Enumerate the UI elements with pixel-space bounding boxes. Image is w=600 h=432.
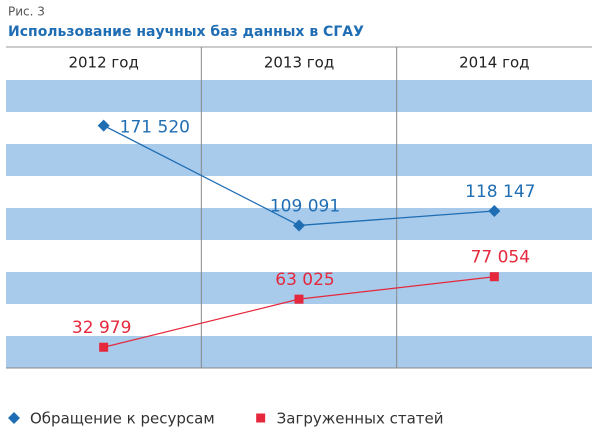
data-label: 63 025 (275, 270, 334, 290)
data-label: 171 520 (120, 118, 190, 138)
data-label: 118 147 (465, 182, 535, 202)
data-point (97, 119, 110, 132)
data-label: 77 054 (471, 248, 530, 268)
legend-marker (8, 412, 20, 424)
data-point (489, 272, 499, 282)
x-tick-label: 2012 год (68, 54, 138, 72)
grid-band (6, 144, 592, 176)
x-tick-label: 2014 год (459, 54, 529, 72)
legend-label: Обращение к ресурсам (30, 410, 215, 428)
x-tick-label: 2013 год (264, 54, 334, 72)
data-point (293, 219, 305, 232)
data-label: 32 979 (72, 318, 131, 338)
figure-label: Рис. 3 (8, 5, 45, 19)
data-point (294, 294, 304, 304)
legend-marker (256, 413, 266, 423)
data-point (488, 204, 501, 217)
data-point (99, 342, 109, 352)
chart-title: Использование научных баз данных в СГАУ (8, 24, 364, 40)
legend-label: Загруженных статей (277, 410, 444, 428)
grid-band (6, 336, 592, 368)
grid-band (6, 80, 592, 112)
data-label: 109 091 (270, 196, 340, 216)
